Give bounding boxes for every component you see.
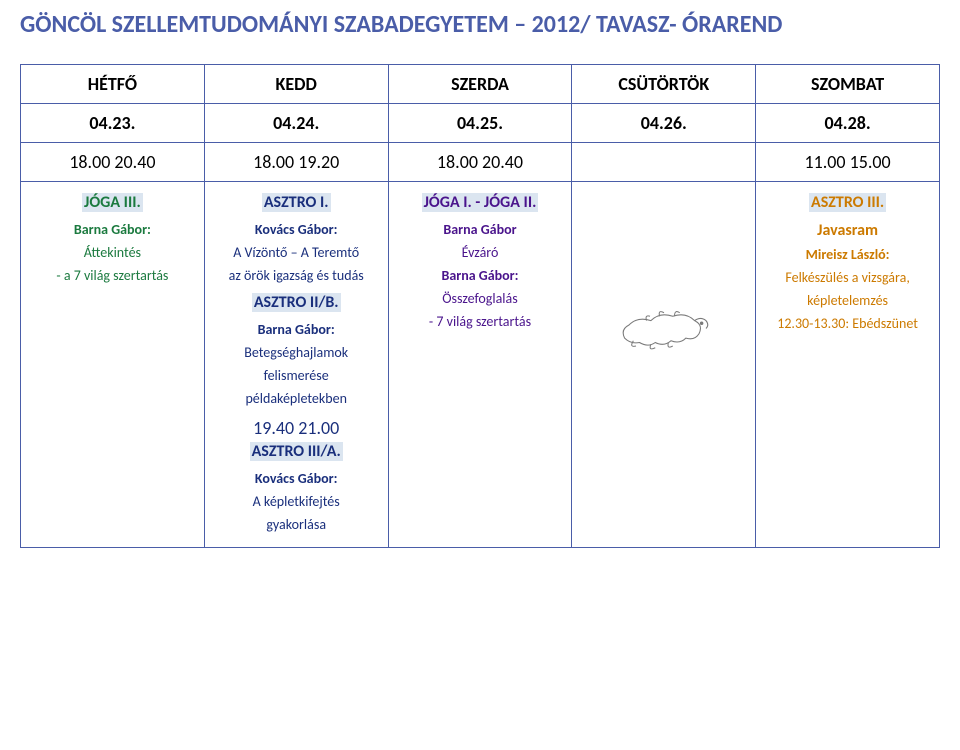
topic: Évzáró <box>395 244 566 261</box>
course-label: ASZTRO I. <box>262 193 331 212</box>
course-label: ASZTRO II/B. <box>252 293 341 312</box>
time-szerda: 18.00 20.40 <box>388 143 572 182</box>
course-label: ASZTRO III. <box>809 193 886 212</box>
topic: Felkészülés a vizsgára, <box>762 269 933 286</box>
date-szombat: 04.28. <box>756 104 940 143</box>
content-row: JÓGA III. Barna Gábor: Áttekintés - a 7 … <box>21 182 940 548</box>
topic: az örök igazság és tudás <box>211 267 382 284</box>
lecturer: Barna Gábor: <box>27 221 198 238</box>
time-hetfo: 18.00 20.40 <box>21 143 205 182</box>
course-label: ASZTRO III/A. <box>250 442 343 461</box>
date-hetfo: 04.23. <box>21 104 205 143</box>
day-hetfo: HÉTFŐ <box>21 65 205 104</box>
day-csutortok: CSÜTÖRTÖK <box>572 65 756 104</box>
topic: képletelemzés <box>762 292 933 309</box>
schedule-table: HÉTFŐ KEDD SZERDA CSÜTÖRTÖK SZOMBAT 04.2… <box>20 64 940 548</box>
day-szerda: SZERDA <box>388 65 572 104</box>
topic: Összefoglalás <box>395 290 566 307</box>
time-csutortok <box>572 143 756 182</box>
time-row: 18.00 20.40 18.00 19.20 18.00 20.40 11.0… <box>21 143 940 182</box>
topic: példaképletekben <box>211 390 382 407</box>
date-row: 04.23. 04.24. 04.25. 04.26. 04.28. <box>21 104 940 143</box>
page-title: GÖNCÖL SZELLEMTUDOMÁNYI SZABADEGYETEM – … <box>20 10 940 39</box>
subtitle: Javasram <box>762 221 933 240</box>
time-szombat: 11.00 15.00 <box>756 143 940 182</box>
topic: A Vízöntő – A Teremtő <box>211 244 382 261</box>
time-kedd: 18.00 19.20 <box>204 143 388 182</box>
lecturer: Mireisz László: <box>762 246 933 263</box>
lecturer: Kovács Gábor: <box>211 470 382 487</box>
topic: - a 7 világ szertartás <box>27 267 198 284</box>
time-sub: 19.40 21.00 <box>211 417 382 439</box>
topic: felismerése <box>211 367 382 384</box>
course-label: JÓGA I. - JÓGA II. <box>422 193 539 212</box>
topic: gyakorlása <box>211 516 382 533</box>
day-header-row: HÉTFŐ KEDD SZERDA CSÜTÖRTÖK SZOMBAT <box>21 65 940 104</box>
day-kedd: KEDD <box>204 65 388 104</box>
topic: A képletkifejtés <box>211 493 382 510</box>
cell-szerda: JÓGA I. - JÓGA II. Barna Gábor Évzáró Ba… <box>388 182 572 548</box>
topic: - 7 világ szertartás <box>395 313 566 330</box>
lecturer: Barna Gábor: <box>211 321 382 338</box>
cell-csutortok <box>572 182 756 548</box>
topic: Áttekintés <box>27 244 198 261</box>
date-szerda: 04.25. <box>388 104 572 143</box>
dragon-illustration <box>609 290 719 360</box>
lecturer: Kovács Gábor: <box>211 221 382 238</box>
lecturer: Barna Gábor <box>395 221 566 238</box>
cell-szombat: ASZTRO III. Javasram Mireisz László: Fel… <box>756 182 940 548</box>
cell-hetfo: JÓGA III. Barna Gábor: Áttekintés - a 7 … <box>21 182 205 548</box>
cell-kedd: ASZTRO I. Kovács Gábor: A Vízöntő – A Te… <box>204 182 388 548</box>
day-szombat: SZOMBAT <box>756 65 940 104</box>
topic: Betegséghajlamok <box>211 344 382 361</box>
date-kedd: 04.24. <box>204 104 388 143</box>
note: 12.30-13.30: Ebédszünet <box>762 315 933 332</box>
lecturer: Barna Gábor: <box>395 267 566 284</box>
date-csutortok: 04.26. <box>572 104 756 143</box>
course-label: JÓGA III. <box>82 193 143 212</box>
